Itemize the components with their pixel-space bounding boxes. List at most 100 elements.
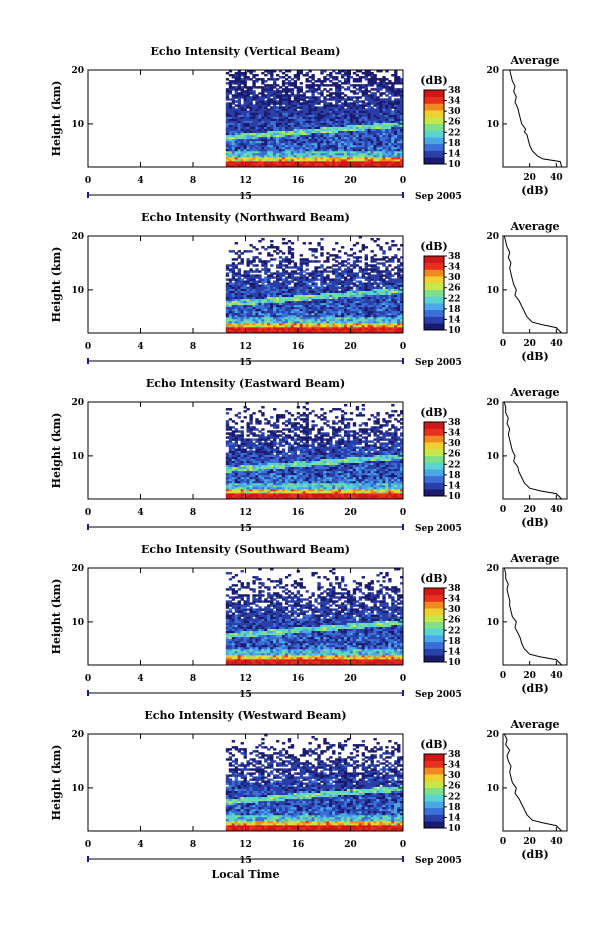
heatmap-cell xyxy=(261,294,265,298)
heatmap-cell xyxy=(278,140,283,144)
heatmap-cell xyxy=(376,134,380,138)
heatmap-cell xyxy=(323,112,327,115)
heatmap-cell xyxy=(270,288,274,291)
heatmap-cell xyxy=(340,158,345,162)
heatmap-cell xyxy=(258,124,262,127)
heatmap-cell xyxy=(326,78,330,81)
heatmap-cell xyxy=(287,262,292,265)
heatmap-cell xyxy=(394,80,398,83)
heatmap-cell xyxy=(373,108,377,111)
heatmap-cell xyxy=(252,274,256,277)
heatmap-cell xyxy=(391,126,395,129)
heatmap-cell xyxy=(338,326,342,330)
heatmap-cell xyxy=(388,88,392,91)
heatmap-cell xyxy=(343,292,348,295)
heatmap-cell xyxy=(270,130,274,134)
heatmap-cell xyxy=(234,328,239,332)
heatmap-cell xyxy=(400,298,404,302)
heatmap-cell xyxy=(302,112,306,115)
heatmap-cell xyxy=(287,496,292,500)
heatmap-cell xyxy=(340,330,345,334)
heatmap-cell xyxy=(343,118,348,121)
heatmap-cell xyxy=(231,262,236,265)
heatmap-cell xyxy=(394,120,398,123)
colorbar-tick-label: 10 xyxy=(448,326,461,336)
heatmap-cell xyxy=(234,126,239,129)
heatmap-cell xyxy=(261,78,265,81)
heatmap-cell xyxy=(270,272,274,275)
heatmap-cell xyxy=(394,124,398,127)
heatmap-cell xyxy=(243,120,247,123)
heatmap-cell xyxy=(361,106,366,109)
heatmap-cell xyxy=(388,108,392,111)
heatmap-cell xyxy=(320,116,324,119)
heatmap-cell xyxy=(367,100,371,103)
heatmap-cell xyxy=(240,150,244,154)
heatmap-cell xyxy=(352,126,357,129)
heatmap-cell xyxy=(329,330,333,334)
heatmap-cell xyxy=(234,298,239,302)
heatmap-cell xyxy=(261,122,265,125)
heatmap-cell xyxy=(290,92,295,95)
heatmap-cell xyxy=(349,320,354,324)
heatmap-cell xyxy=(317,314,321,318)
heatmap-cell xyxy=(231,288,236,291)
heatmap-cell xyxy=(270,314,274,318)
heatmap-cell xyxy=(332,154,336,158)
heatmap-cell xyxy=(305,108,309,111)
heatmap-cell xyxy=(379,108,383,111)
heatmap-cell xyxy=(287,138,292,142)
heatmap-cell xyxy=(225,326,230,330)
heatmap-cell xyxy=(231,496,236,500)
heatmap-cell xyxy=(258,306,262,310)
heatmap-cell xyxy=(329,98,333,101)
heatmap-cell xyxy=(343,164,348,168)
heatmap-cell xyxy=(358,126,363,129)
heatmap-cell xyxy=(228,92,233,95)
heatmap-cell xyxy=(370,490,374,494)
heatmap-cell xyxy=(308,312,312,316)
heatmap-cell xyxy=(382,302,386,306)
heatmap-cell xyxy=(299,260,303,263)
heatmap-cell xyxy=(308,116,312,119)
heatmap-cell xyxy=(346,296,351,300)
heatmap-cell xyxy=(296,290,301,293)
heatmap-cell xyxy=(400,106,404,109)
heatmap-cell xyxy=(237,120,241,123)
heatmap-cell xyxy=(391,90,395,93)
heatmap-cell xyxy=(400,308,404,312)
heatmap-cell xyxy=(243,134,247,138)
heatmap-cell xyxy=(293,278,298,281)
heatmap-cell xyxy=(273,296,277,300)
heatmap-cell xyxy=(388,304,392,308)
heatmap-cell xyxy=(287,288,292,291)
heatmap-cell xyxy=(358,112,363,115)
heatmap-cell xyxy=(373,76,377,79)
heatmap-cell xyxy=(225,164,230,168)
heatmap-cell xyxy=(258,278,262,281)
heatmap-cell xyxy=(252,328,256,332)
heatmap-cell xyxy=(293,292,298,295)
heatmap-cell xyxy=(308,84,312,87)
heatmap-cell xyxy=(284,322,289,326)
heatmap-cell xyxy=(258,274,262,277)
heatmap-cell xyxy=(355,138,360,142)
heatmap-cell xyxy=(284,320,289,324)
heatmap-cell xyxy=(261,130,265,134)
heatmap-cell xyxy=(394,490,398,494)
heatmap-cell xyxy=(370,150,374,154)
x-tick-label: 20 xyxy=(344,176,357,186)
heatmap-cell xyxy=(340,148,345,152)
heatmap-cell xyxy=(397,322,401,326)
heatmap-cell xyxy=(373,144,377,148)
heatmap-cell xyxy=(382,316,386,320)
heatmap-cell xyxy=(249,320,253,324)
heatmap-cell xyxy=(240,86,244,89)
heatmap-cell xyxy=(237,324,241,328)
heatmap-cell xyxy=(237,146,241,150)
heatmap-cell xyxy=(261,142,265,146)
heatmap-cell xyxy=(305,308,309,312)
heatmap-cell xyxy=(400,144,404,148)
heatmap-cell xyxy=(273,114,277,117)
heatmap-cell xyxy=(287,98,292,101)
